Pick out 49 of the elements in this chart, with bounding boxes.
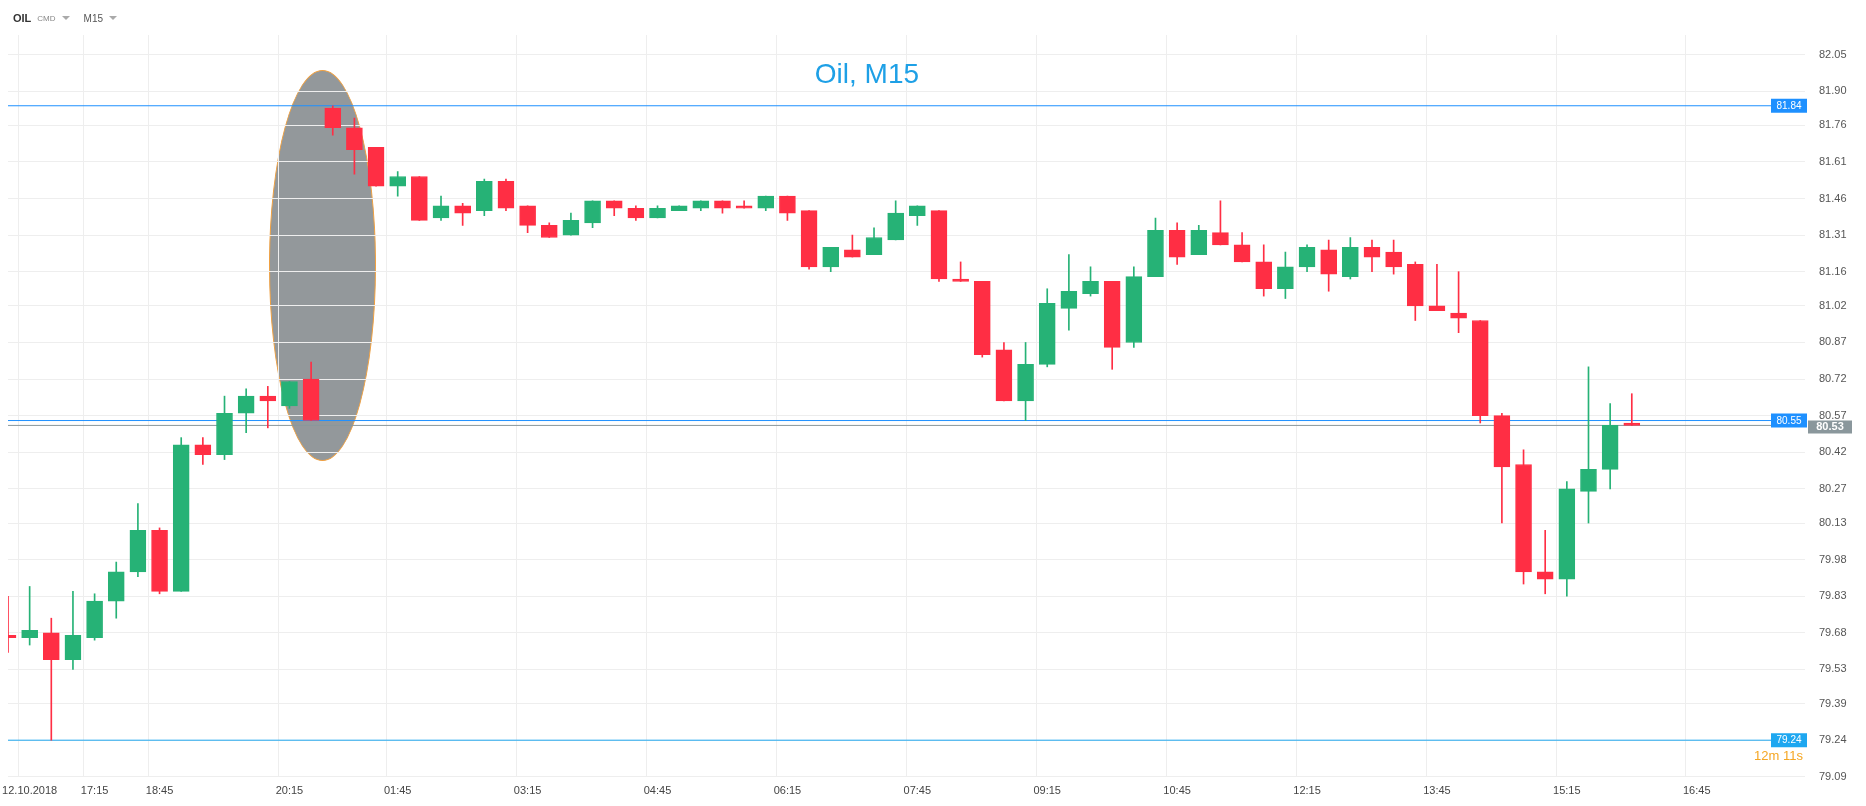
annotation: 12m 11s xyxy=(1754,747,1804,763)
y-tick-label: 81.76 xyxy=(1819,118,1847,131)
x-tick-label: 01:45 xyxy=(383,784,412,797)
ref-line-label: 79.24 xyxy=(1776,734,1802,746)
y-tick-label: 81.31 xyxy=(1819,228,1847,241)
y-tick-label: 81.16 xyxy=(1819,264,1847,277)
candlestick xyxy=(1623,393,1641,426)
x-tick-label: 04:45 xyxy=(643,784,672,797)
y-tick-label: 80.13 xyxy=(1819,516,1847,529)
y-tick-label: 79.98 xyxy=(1819,552,1847,565)
x-tick-label: 17:15 xyxy=(80,784,109,797)
x-tick-label: 18:45 xyxy=(145,784,174,797)
text: Oil, M15 xyxy=(814,57,920,89)
x-tick-label: 12.10.2018 xyxy=(2,784,58,797)
candlestick xyxy=(1536,530,1554,595)
text: OIL xyxy=(13,12,32,24)
y-tick-label: 80.87 xyxy=(1819,335,1847,348)
candlestick xyxy=(1060,254,1078,331)
x-tick-label: 13:45 xyxy=(1423,784,1451,797)
x-tick-label: 16:45 xyxy=(1682,784,1711,797)
x-tick-label: 10:45 xyxy=(1163,784,1191,797)
ref-line-label: 80.55 xyxy=(1776,414,1802,426)
y-tick-label: 81.61 xyxy=(1819,154,1847,167)
y-tick-label: 79.83 xyxy=(1819,589,1847,602)
ref-line-label: 81.84 xyxy=(1776,100,1802,112)
y-tick-label: 80.27 xyxy=(1819,481,1847,494)
y-tick-label: 82.05 xyxy=(1819,47,1847,60)
x-tick-label: 15:15 xyxy=(1553,784,1581,797)
text: CMD xyxy=(37,13,56,23)
y-tick-label: 81.46 xyxy=(1819,191,1847,204)
x-tick-label: 07:45 xyxy=(903,784,932,797)
y-tick-label: 80.42 xyxy=(1819,445,1847,458)
y-tick-label: 80.72 xyxy=(1819,372,1847,385)
x-tick-label: 03:15 xyxy=(513,784,542,797)
y-tick-label: 81.02 xyxy=(1819,298,1847,311)
text: M15 xyxy=(83,12,104,24)
x-tick-label: 06:15 xyxy=(773,784,802,797)
y-tick-label: 79.24 xyxy=(1819,733,1847,746)
x-tick-label: 09:15 xyxy=(1033,784,1061,797)
ref-line-label: 80.53 xyxy=(1816,419,1844,432)
x-tick-label: 20:15 xyxy=(275,784,304,797)
y-tick-label: 79.68 xyxy=(1819,625,1847,638)
y-tick-label: 79.53 xyxy=(1819,662,1847,675)
candlestick xyxy=(42,617,60,741)
y-tick-label: 81.90 xyxy=(1819,84,1847,97)
y-tick-label: 80.57 xyxy=(1819,408,1847,421)
x-tick-label: 12:15 xyxy=(1293,784,1321,797)
y-tick-label: 79.39 xyxy=(1819,696,1847,709)
y-tick-label: 79.09 xyxy=(1819,769,1847,782)
